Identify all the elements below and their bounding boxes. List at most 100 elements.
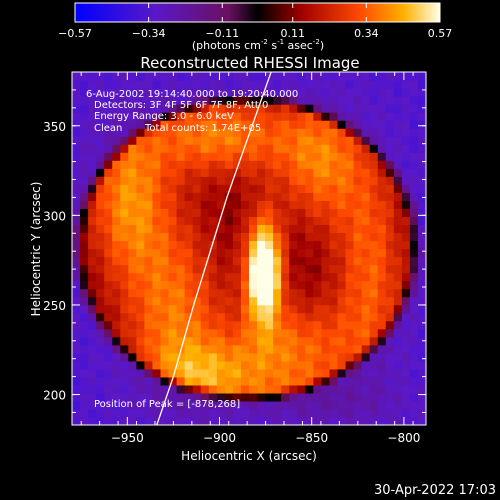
- heatmap-cell: [72, 392, 81, 402]
- heatmap-cell: [313, 128, 323, 137]
- heatmap-cell: [313, 352, 323, 362]
- heatmap-cell: [273, 304, 282, 314]
- heatmap-cell: [257, 200, 266, 209]
- heatmap-cell: [353, 304, 363, 314]
- heatmap-cell: [112, 80, 121, 89]
- heatmap-cell: [393, 136, 403, 145]
- heatmap-cell: [385, 176, 395, 185]
- heatmap-cell: [385, 360, 395, 370]
- heatmap-cell: [417, 288, 426, 298]
- heatmap-cell: [240, 104, 250, 113]
- heatmap-cell: [112, 176, 121, 185]
- heatmap-cell: [224, 80, 234, 89]
- heatmap-cell: [176, 152, 186, 161]
- heatmap-cell: [88, 200, 97, 209]
- heatmap-cell: [257, 80, 266, 89]
- heatmap-cell: [337, 392, 347, 402]
- heatmap-cell: [409, 128, 419, 137]
- heatmap-cell: [361, 392, 371, 402]
- heatmap-cell: [144, 104, 154, 113]
- heatmap-cell: [144, 264, 154, 274]
- heatmap-cell: [305, 88, 314, 97]
- heatmap-cell: [345, 384, 355, 394]
- heatmap-cell: [240, 336, 250, 346]
- heatmap-cell: [257, 384, 266, 394]
- heatmap-cell: [80, 264, 89, 274]
- heatmap-cell: [200, 392, 210, 402]
- heatmap-cell: [401, 152, 411, 161]
- heatmap-cell: [393, 408, 403, 418]
- heatmap-cell: [393, 168, 403, 177]
- heatmap-cell: [353, 408, 363, 418]
- heatmap-cell: [361, 376, 371, 386]
- heatmap-cell: [249, 112, 258, 121]
- annotation-clean: Clean: [94, 123, 122, 134]
- heatmap-cell: [232, 384, 242, 394]
- heatmap-cell: [160, 216, 170, 226]
- heatmap-cell: [184, 400, 194, 410]
- heatmap-cell: [80, 128, 89, 137]
- heatmap-cell: [401, 112, 411, 121]
- heatmap-cell: [112, 208, 121, 218]
- heatmap-cell: [329, 144, 339, 153]
- heatmap-cell: [208, 168, 218, 177]
- heatmap-cell: [184, 120, 194, 129]
- heatmap-cell: [265, 320, 274, 330]
- heatmap-cell: [192, 136, 202, 145]
- heatmap-cell: [305, 224, 314, 234]
- heatmap-cell: [152, 200, 162, 209]
- heatmap-cell: [345, 304, 355, 314]
- heatmap-cell: [216, 256, 226, 266]
- heatmap-cell: [329, 88, 339, 97]
- heatmap-cell: [281, 352, 290, 362]
- heatmap-cell: [136, 296, 146, 306]
- heatmap-cell: [337, 120, 347, 129]
- heatmap-cell: [337, 224, 347, 234]
- heatmap-cell: [224, 240, 234, 250]
- heatmap-cell: [249, 376, 258, 386]
- heatmap-cell: [385, 272, 395, 282]
- heatmap-cell: [192, 344, 202, 354]
- heatmap-cell: [393, 192, 403, 201]
- solar-limb-line: [156, 72, 272, 425]
- heatmap-cell: [369, 336, 379, 346]
- heatmap-cell: [168, 216, 178, 226]
- heatmap-cell: [88, 392, 97, 402]
- heatmap-cell: [385, 288, 395, 298]
- heatmap-cell: [232, 360, 242, 370]
- heatmap-cell: [184, 256, 194, 266]
- heatmap-cell: [88, 312, 97, 322]
- heatmap-cell: [88, 408, 97, 418]
- heatmap-cell: [224, 176, 234, 185]
- heatmap-cell: [200, 232, 210, 242]
- heatmap-cell: [417, 280, 426, 290]
- heatmap-cell: [144, 344, 154, 354]
- heatmap-cell: [128, 136, 137, 145]
- heatmap-cell: [257, 144, 266, 153]
- heatmap-cell: [345, 80, 355, 89]
- heatmap-cell: [120, 112, 129, 121]
- heatmap-cell: [401, 360, 411, 370]
- heatmap-cell: [104, 144, 113, 153]
- heatmap-cell: [104, 272, 113, 282]
- heatmap-cell: [184, 248, 194, 258]
- heatmap-cell: [249, 336, 258, 346]
- heatmap-cell: [240, 400, 250, 410]
- heatmap-cell: [305, 248, 314, 258]
- heatmap-cell: [184, 184, 194, 193]
- heatmap-cell: [353, 312, 363, 322]
- heatmap-cell: [257, 160, 266, 169]
- heatmap-cell: [249, 88, 258, 97]
- heatmap-cell: [88, 152, 97, 161]
- heatmap-cell: [136, 232, 146, 242]
- heatmap-cell: [184, 104, 194, 113]
- heatmap-cell: [72, 104, 81, 113]
- heatmap-cell: [88, 248, 97, 258]
- heatmap-cell: [353, 376, 363, 386]
- heatmap-cell: [80, 200, 89, 209]
- heatmap-cell: [361, 288, 371, 298]
- heatmap-cell: [168, 392, 178, 402]
- heatmap-cell: [72, 344, 81, 354]
- heatmap-cell: [345, 96, 355, 105]
- heatmap-cell: [337, 208, 347, 218]
